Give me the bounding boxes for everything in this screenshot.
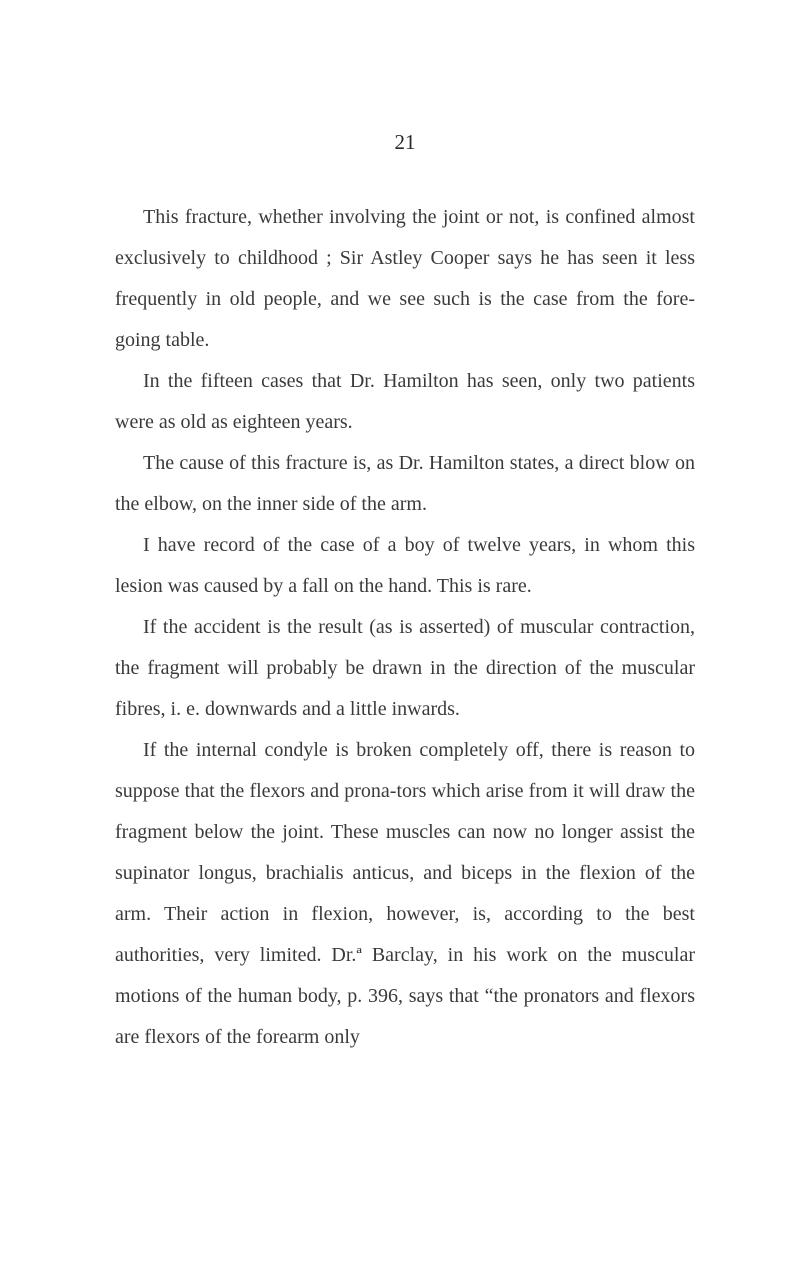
body-paragraph: In the fifteen cases that Dr. Hamilton h… — [115, 361, 695, 443]
body-paragraph: If the internal condyle is broken comple… — [115, 730, 695, 1058]
page-number: 21 — [115, 130, 695, 155]
body-paragraph: This fracture, whether involving the joi… — [115, 197, 695, 361]
body-paragraph: I have record of the case of a boy of tw… — [115, 525, 695, 607]
body-paragraph: If the accident is the result (as is ass… — [115, 607, 695, 730]
body-paragraph: The cause of this fracture is, as Dr. Ha… — [115, 443, 695, 525]
